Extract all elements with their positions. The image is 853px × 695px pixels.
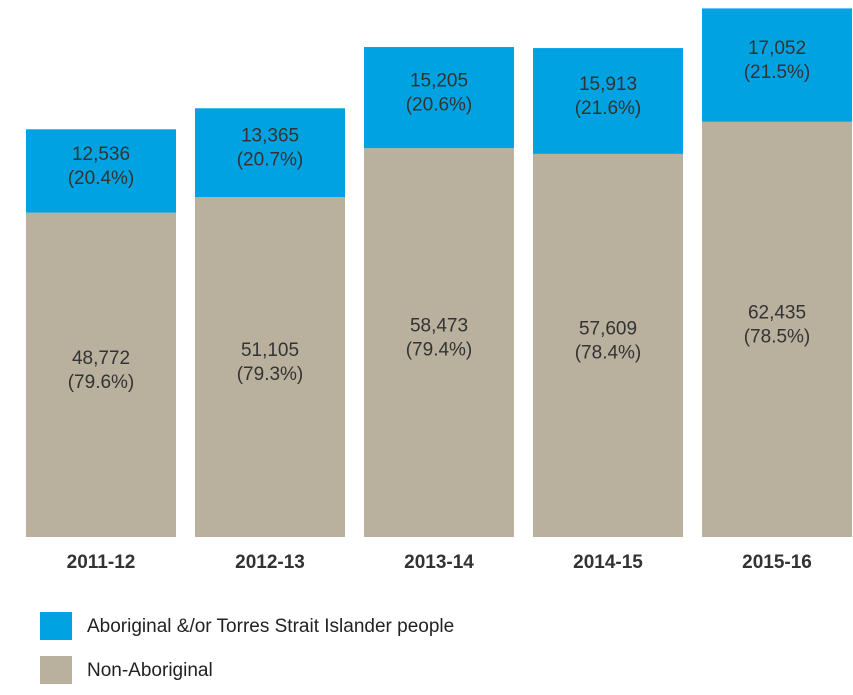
value-label: 17,052 — [748, 38, 806, 59]
legend-swatch — [40, 612, 72, 640]
value-label: 12,536 — [72, 144, 130, 165]
x-tick-label: 2012-13 — [235, 552, 305, 573]
legend-swatch — [40, 656, 72, 684]
bar-segment — [533, 48, 683, 154]
bar-segment — [702, 121, 852, 537]
x-tick-label: 2011-12 — [67, 552, 136, 573]
legend-label: Non-Aboriginal — [87, 660, 213, 681]
share-label: (79.6%) — [68, 372, 135, 393]
value-label: 58,473 — [410, 316, 468, 337]
share-label: (79.3%) — [237, 364, 304, 385]
value-label: 57,609 — [579, 318, 637, 339]
bar-segment — [533, 153, 683, 537]
share-label: (20.7%) — [237, 150, 304, 171]
value-label: 48,772 — [72, 348, 130, 369]
bar-segment — [364, 47, 514, 149]
legend-label: Aboriginal &/or Torres Strait Islander p… — [87, 616, 454, 637]
bar-segment — [364, 148, 514, 538]
value-label: 62,435 — [748, 302, 806, 323]
value-label: 15,205 — [410, 71, 468, 92]
value-label: 13,365 — [241, 126, 299, 147]
x-tick-label: 2014-15 — [573, 552, 643, 573]
share-label: (21.6%) — [575, 98, 642, 119]
value-label: 51,105 — [241, 340, 299, 361]
share-label: (20.6%) — [406, 95, 473, 116]
share-label: (78.5%) — [744, 326, 811, 347]
share-label: (20.4%) — [68, 168, 135, 189]
bar-segment — [26, 129, 176, 213]
bar-segment — [702, 8, 852, 122]
bar-segment — [195, 108, 345, 198]
share-label: (79.4%) — [406, 340, 473, 361]
x-tick-label: 2015-16 — [742, 552, 812, 573]
value-label: 15,913 — [579, 74, 637, 95]
x-tick-label: 2013-14 — [404, 552, 474, 573]
share-label: (21.5%) — [744, 62, 811, 83]
bar-segment — [195, 197, 345, 538]
bar-segment — [26, 212, 176, 537]
share-label: (78.4%) — [575, 342, 642, 363]
